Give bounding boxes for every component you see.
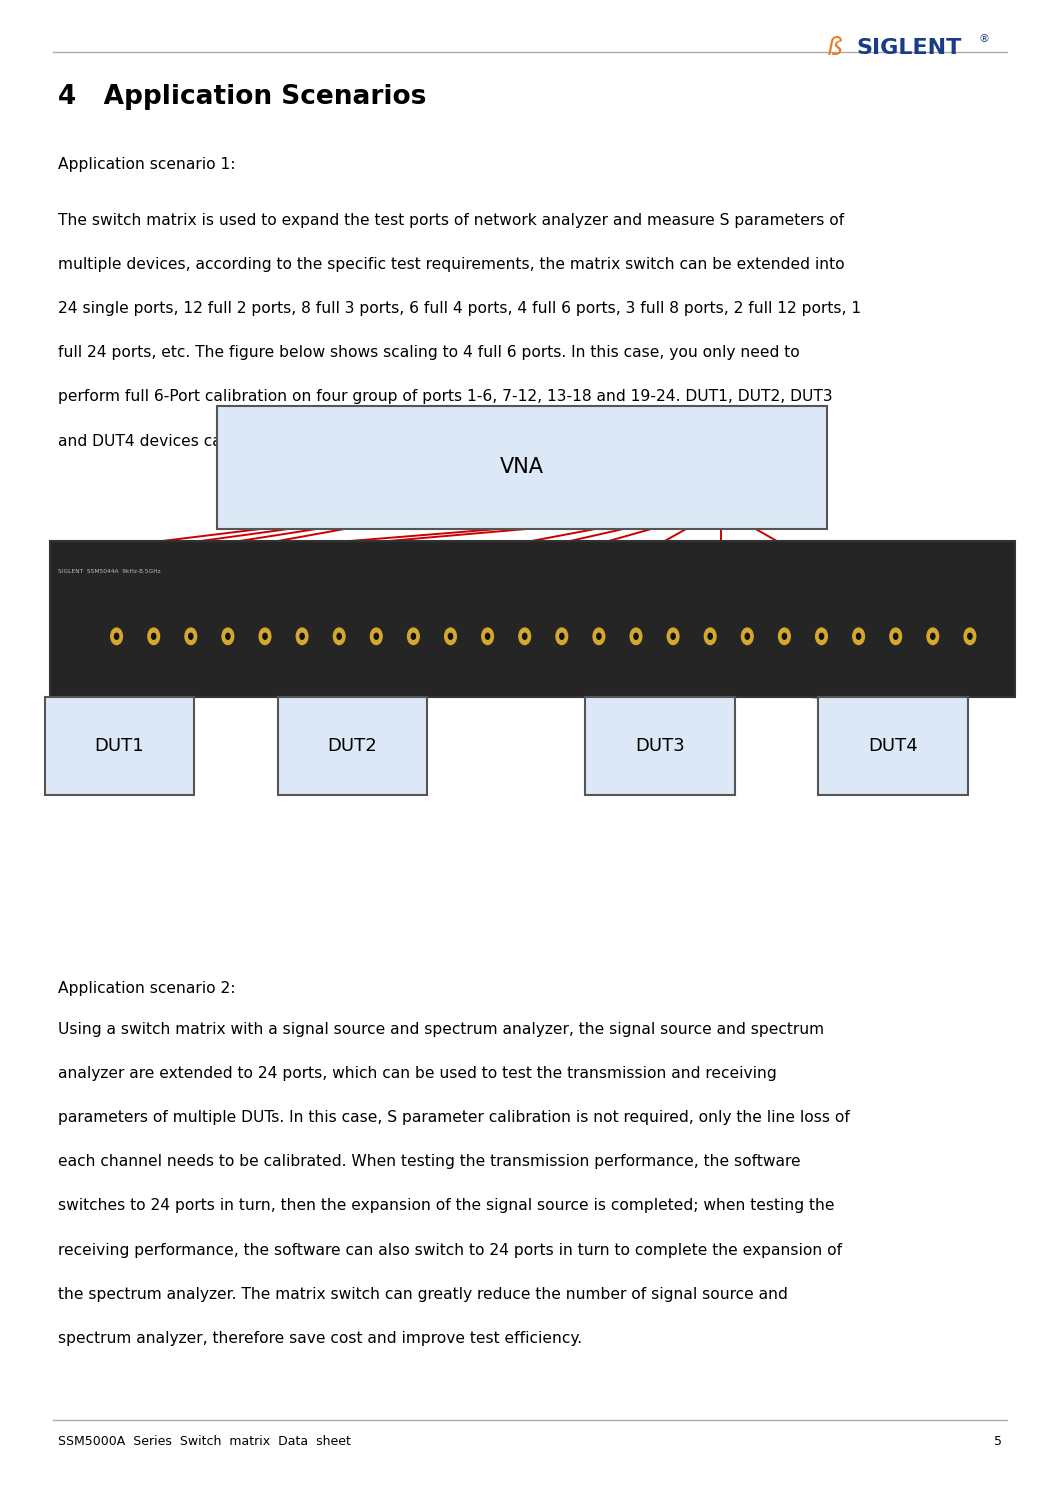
Circle shape	[226, 634, 230, 640]
Circle shape	[223, 628, 234, 644]
Circle shape	[263, 634, 267, 640]
Circle shape	[708, 634, 712, 640]
Circle shape	[371, 628, 383, 644]
Circle shape	[297, 628, 308, 644]
Text: 24 single ports, 12 full 2 ports, 8 full 3 ports, 6 full 4 ports, 4 full 6 ports: 24 single ports, 12 full 2 ports, 8 full…	[58, 301, 862, 316]
Text: full 24 ports, etc. The figure below shows scaling to 4 full 6 ports. In this ca: full 24 ports, etc. The figure below sho…	[58, 346, 800, 361]
FancyBboxPatch shape	[217, 406, 827, 529]
Circle shape	[819, 634, 824, 640]
Text: DUT4: DUT4	[868, 737, 918, 755]
Circle shape	[704, 628, 717, 644]
Circle shape	[448, 634, 453, 640]
Circle shape	[745, 634, 749, 640]
Circle shape	[481, 628, 494, 644]
Text: DUT2: DUT2	[328, 737, 377, 755]
Circle shape	[408, 628, 420, 644]
Text: SSM5000A  Series  Switch  matrix  Data  sheet: SSM5000A Series Switch matrix Data sheet	[58, 1435, 351, 1449]
Circle shape	[968, 634, 972, 640]
Text: analyzer are extended to 24 ports, which can be used to test the transmission an: analyzer are extended to 24 ports, which…	[58, 1067, 777, 1082]
Circle shape	[518, 628, 531, 644]
Circle shape	[931, 634, 935, 640]
Circle shape	[300, 634, 304, 640]
FancyBboxPatch shape	[50, 541, 1015, 697]
Text: Using a switch matrix with a signal source and spectrum analyzer, the signal sou: Using a switch matrix with a signal sour…	[58, 1022, 825, 1037]
Circle shape	[671, 634, 675, 640]
Text: ß: ß	[827, 36, 843, 60]
Text: multiple devices, according to the specific test requirements, the matrix switch: multiple devices, according to the speci…	[58, 258, 845, 273]
Circle shape	[889, 628, 901, 644]
Circle shape	[556, 628, 568, 644]
Circle shape	[894, 634, 898, 640]
Text: ®: ®	[978, 34, 989, 43]
Text: DUT1: DUT1	[94, 737, 144, 755]
FancyBboxPatch shape	[818, 697, 968, 795]
Text: Application scenario 2:: Application scenario 2:	[58, 981, 235, 996]
Circle shape	[668, 628, 679, 644]
Circle shape	[965, 628, 976, 644]
FancyBboxPatch shape	[585, 697, 735, 795]
Text: SIGLENT: SIGLENT	[856, 37, 961, 58]
Circle shape	[852, 628, 865, 644]
Circle shape	[560, 634, 564, 640]
Text: and DUT4 devices can be tested by software, greatly improving the test efficienc: and DUT4 devices can be tested by softwa…	[58, 434, 701, 449]
Text: parameters of multiple DUTs. In this case, S parameter calibration is not requir: parameters of multiple DUTs. In this cas…	[58, 1110, 850, 1125]
Circle shape	[634, 634, 638, 640]
Text: 5: 5	[993, 1435, 1002, 1449]
Text: The switch matrix is used to expand the test ports of network analyzer and measu: The switch matrix is used to expand the …	[58, 213, 845, 228]
Circle shape	[110, 628, 122, 644]
Text: VNA: VNA	[500, 457, 544, 478]
Circle shape	[337, 634, 341, 640]
Circle shape	[856, 634, 861, 640]
Circle shape	[152, 634, 156, 640]
Text: spectrum analyzer, therefore save cost and improve test efficiency.: spectrum analyzer, therefore save cost a…	[58, 1330, 582, 1347]
FancyBboxPatch shape	[45, 697, 194, 795]
Circle shape	[148, 628, 160, 644]
Text: DUT3: DUT3	[635, 737, 685, 755]
Circle shape	[114, 634, 119, 640]
Circle shape	[260, 628, 271, 644]
Text: receiving performance, the software can also switch to 24 ports in turn to compl: receiving performance, the software can …	[58, 1243, 843, 1258]
Circle shape	[816, 628, 828, 644]
Circle shape	[523, 634, 527, 640]
Circle shape	[594, 628, 605, 644]
Text: Application scenario 1:: Application scenario 1:	[58, 157, 235, 172]
Circle shape	[485, 634, 490, 640]
Text: 4   Application Scenarios: 4 Application Scenarios	[58, 84, 427, 111]
Circle shape	[597, 634, 601, 640]
Text: the spectrum analyzer. The matrix switch can greatly reduce the number of signal: the spectrum analyzer. The matrix switch…	[58, 1287, 789, 1302]
Text: perform full 6-Port calibration on four group of ports 1-6, 7-12, 13-18 and 19-2: perform full 6-Port calibration on four …	[58, 389, 833, 404]
Circle shape	[333, 628, 344, 644]
Circle shape	[374, 634, 378, 640]
Circle shape	[741, 628, 753, 644]
Circle shape	[630, 628, 642, 644]
Text: switches to 24 ports in turn, then the expansion of the signal source is complet: switches to 24 ports in turn, then the e…	[58, 1198, 835, 1213]
Circle shape	[782, 634, 787, 640]
Circle shape	[445, 628, 456, 644]
Text: SIGLENT  SSM5044A  9kHz-8.5GHz: SIGLENT SSM5044A 9kHz-8.5GHz	[58, 569, 161, 574]
Circle shape	[926, 628, 939, 644]
Circle shape	[189, 634, 193, 640]
Circle shape	[778, 628, 791, 644]
FancyBboxPatch shape	[278, 697, 427, 795]
Circle shape	[411, 634, 416, 640]
Text: each channel needs to be calibrated. When testing the transmission performance, : each channel needs to be calibrated. Whe…	[58, 1153, 801, 1170]
Circle shape	[184, 628, 197, 644]
